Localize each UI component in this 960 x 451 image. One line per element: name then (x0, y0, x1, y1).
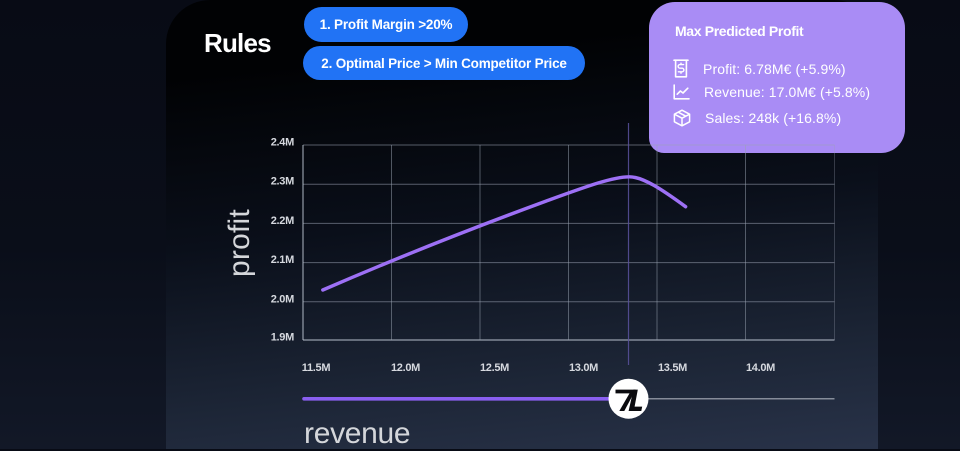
svg-text:12.0M: 12.0M (391, 362, 420, 374)
svg-text:14.0M: 14.0M (746, 362, 775, 374)
svg-text:11.5M: 11.5M (302, 362, 331, 374)
svg-text:2.0M: 2.0M (271, 293, 294, 305)
svg-text:13.5M: 13.5M (658, 362, 687, 374)
svg-text:2.3M: 2.3M (271, 176, 294, 188)
svg-text:2.2M: 2.2M (271, 215, 294, 227)
svg-text:13.0M: 13.0M (569, 362, 598, 374)
svg-text:2.4M: 2.4M (271, 137, 294, 149)
svg-text:12.5M: 12.5M (480, 362, 509, 374)
svg-text:2.1M: 2.1M (271, 254, 294, 266)
svg-text:1.9M: 1.9M (271, 332, 294, 344)
